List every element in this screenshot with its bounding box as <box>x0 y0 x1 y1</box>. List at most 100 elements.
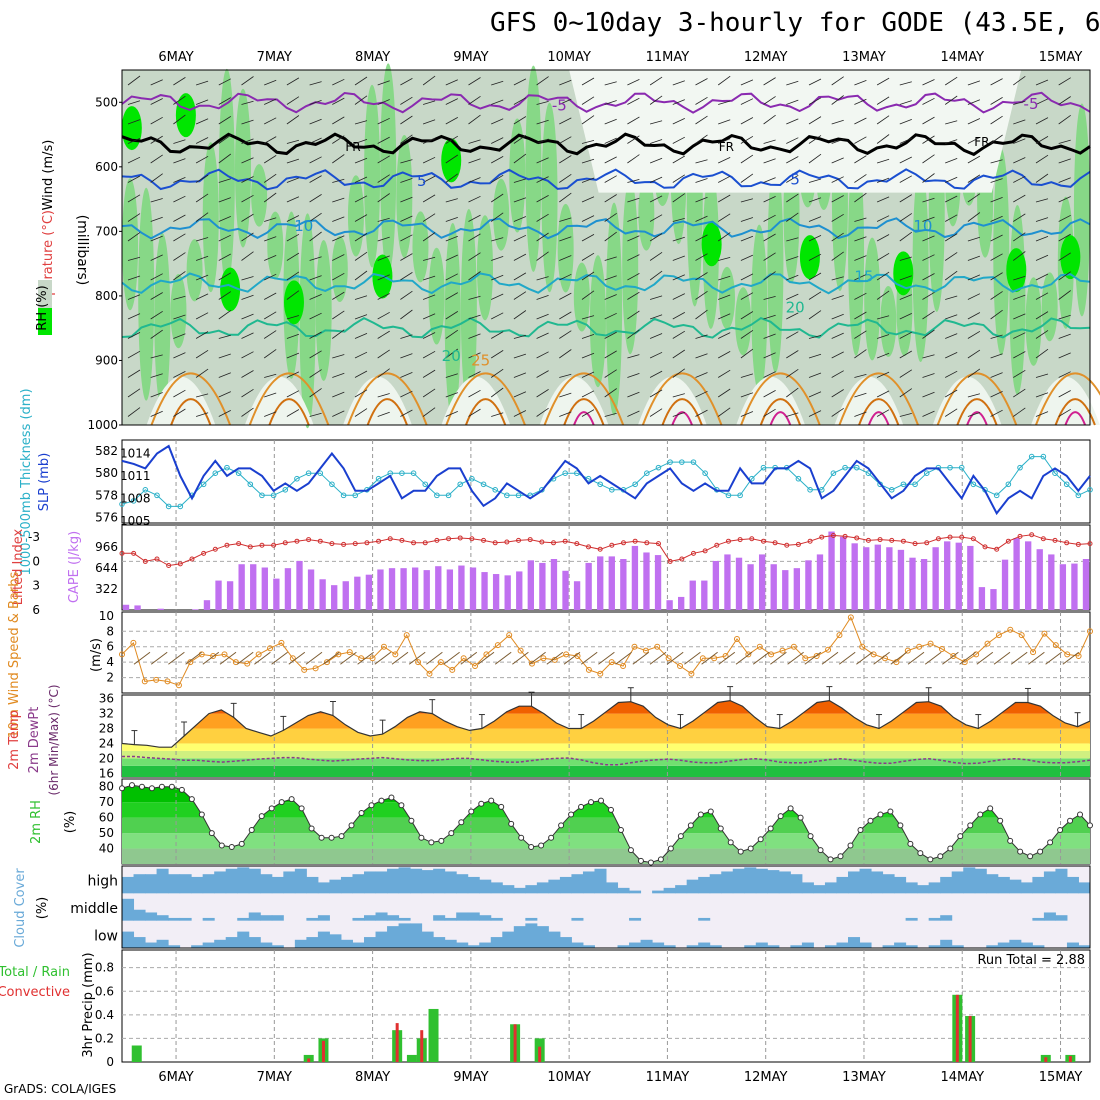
cloud-bar-low <box>824 945 837 948</box>
isotherm-30-bump <box>661 398 703 426</box>
wind-barb <box>695 372 708 378</box>
wind-barb <box>241 370 254 378</box>
wind-barb <box>377 368 390 378</box>
cloud-bar-low <box>168 945 181 948</box>
wind-barb <box>717 75 731 86</box>
cloud-bar-high <box>1055 868 1068 894</box>
wind-barb <box>422 232 436 242</box>
cloud-bar-low <box>271 945 284 948</box>
rh-line-point <box>1027 853 1034 860</box>
wind-barb <box>649 333 663 339</box>
rh-mid-patch <box>589 255 606 388</box>
wind-barb <box>922 173 935 183</box>
wind-barb <box>899 156 912 164</box>
rh-line-point <box>408 817 415 824</box>
wind-barb <box>491 237 504 242</box>
precip-tick-label: 0.8 <box>95 961 114 975</box>
cloud-bar-low <box>629 942 642 948</box>
cloud-bar-low <box>848 937 861 948</box>
rh-mid-patch <box>235 88 251 248</box>
wind-speed-line-point <box>278 639 285 646</box>
cape-bar <box>666 600 673 610</box>
wind-barb <box>173 114 186 125</box>
wind-barb <box>808 353 822 359</box>
wind-barb <box>195 118 209 125</box>
wind-barb <box>241 313 254 320</box>
wind-barb <box>1035 392 1049 398</box>
wind-barb <box>922 291 935 300</box>
cloud-bar-low <box>1020 942 1033 948</box>
precip-convective-bar <box>395 1023 399 1062</box>
cloud-bar-middle <box>248 912 261 921</box>
cloud-bar-high <box>755 868 768 894</box>
rh-line-point <box>987 805 994 812</box>
precip-total-bar <box>428 1008 439 1062</box>
wind-barb <box>264 392 277 398</box>
lifted-index-line-point <box>236 541 242 547</box>
wind-barb <box>354 139 368 144</box>
wind-barb <box>559 192 572 203</box>
wind-barb <box>559 79 572 86</box>
wind-barb <box>1058 114 1071 125</box>
lifted-index-line-point <box>620 540 626 546</box>
wind-barb <box>718 119 731 125</box>
wind-barb <box>559 117 572 125</box>
rh-mid-patch <box>1041 272 1058 342</box>
wind-barb <box>377 255 390 261</box>
wind-barb <box>218 97 231 105</box>
cloud-bar-middle <box>905 917 918 921</box>
rh-line-point <box>178 786 185 793</box>
wind-barb <box>831 389 844 398</box>
wind-barb <box>990 115 1003 125</box>
wind-barb-10m <box>408 651 426 665</box>
wind-barb <box>922 254 935 261</box>
wind-barb <box>241 100 254 105</box>
upper-air-frame <box>121 69 1091 426</box>
wind-barb <box>1058 96 1071 105</box>
wind-barb <box>400 353 413 359</box>
lifted-tick-label: 0 <box>32 554 40 568</box>
thickness-line-point <box>795 475 802 482</box>
cape-bar <box>1036 549 1043 610</box>
wind-speed-line-point <box>483 651 490 658</box>
wind-barb <box>173 77 186 86</box>
wind-barb <box>150 254 163 261</box>
cloud-bar-middle <box>260 915 273 921</box>
thickness-line-point <box>235 470 242 477</box>
wind-barb <box>513 234 527 242</box>
wind-barb <box>536 195 549 203</box>
thickness-line-point <box>352 492 359 499</box>
isotherm-35-bump <box>769 411 792 426</box>
wind-barb <box>400 96 413 105</box>
isotherm-label: 5 <box>790 171 800 189</box>
wind-barb <box>1013 75 1026 86</box>
wind-barb <box>808 410 822 417</box>
wind-speed-line-point <box>506 632 513 639</box>
cape-bar <box>839 536 847 610</box>
thickness-line-point <box>399 470 405 477</box>
slp-line <box>121 444 1091 516</box>
wind-barb-10m <box>649 651 667 665</box>
wind-barb <box>400 159 413 164</box>
cloud-bar-middle <box>317 915 330 921</box>
wind-barb <box>922 154 935 164</box>
wind-barb <box>491 293 504 300</box>
wind-barb <box>264 98 277 105</box>
lifted-index-line-point <box>142 558 148 564</box>
wind-barb <box>195 155 209 164</box>
wind-barb <box>899 413 912 417</box>
wind-barb <box>649 139 663 144</box>
isotherm-label: 25 <box>471 351 490 369</box>
cloud-bar-middle <box>1032 917 1045 921</box>
wind-barb <box>127 194 141 203</box>
wind-barb <box>967 136 981 144</box>
cloud-bar-low <box>433 937 446 948</box>
lifted-index-line-point <box>632 538 638 544</box>
isotherm-25-bump <box>445 372 526 426</box>
wind-barb <box>559 392 572 398</box>
rh-mid-patch <box>1025 277 1042 366</box>
lifted-index-line-point <box>271 542 277 548</box>
wind-barb <box>967 368 981 378</box>
wind-barb <box>672 312 685 320</box>
cloud-bar-high <box>548 879 561 894</box>
